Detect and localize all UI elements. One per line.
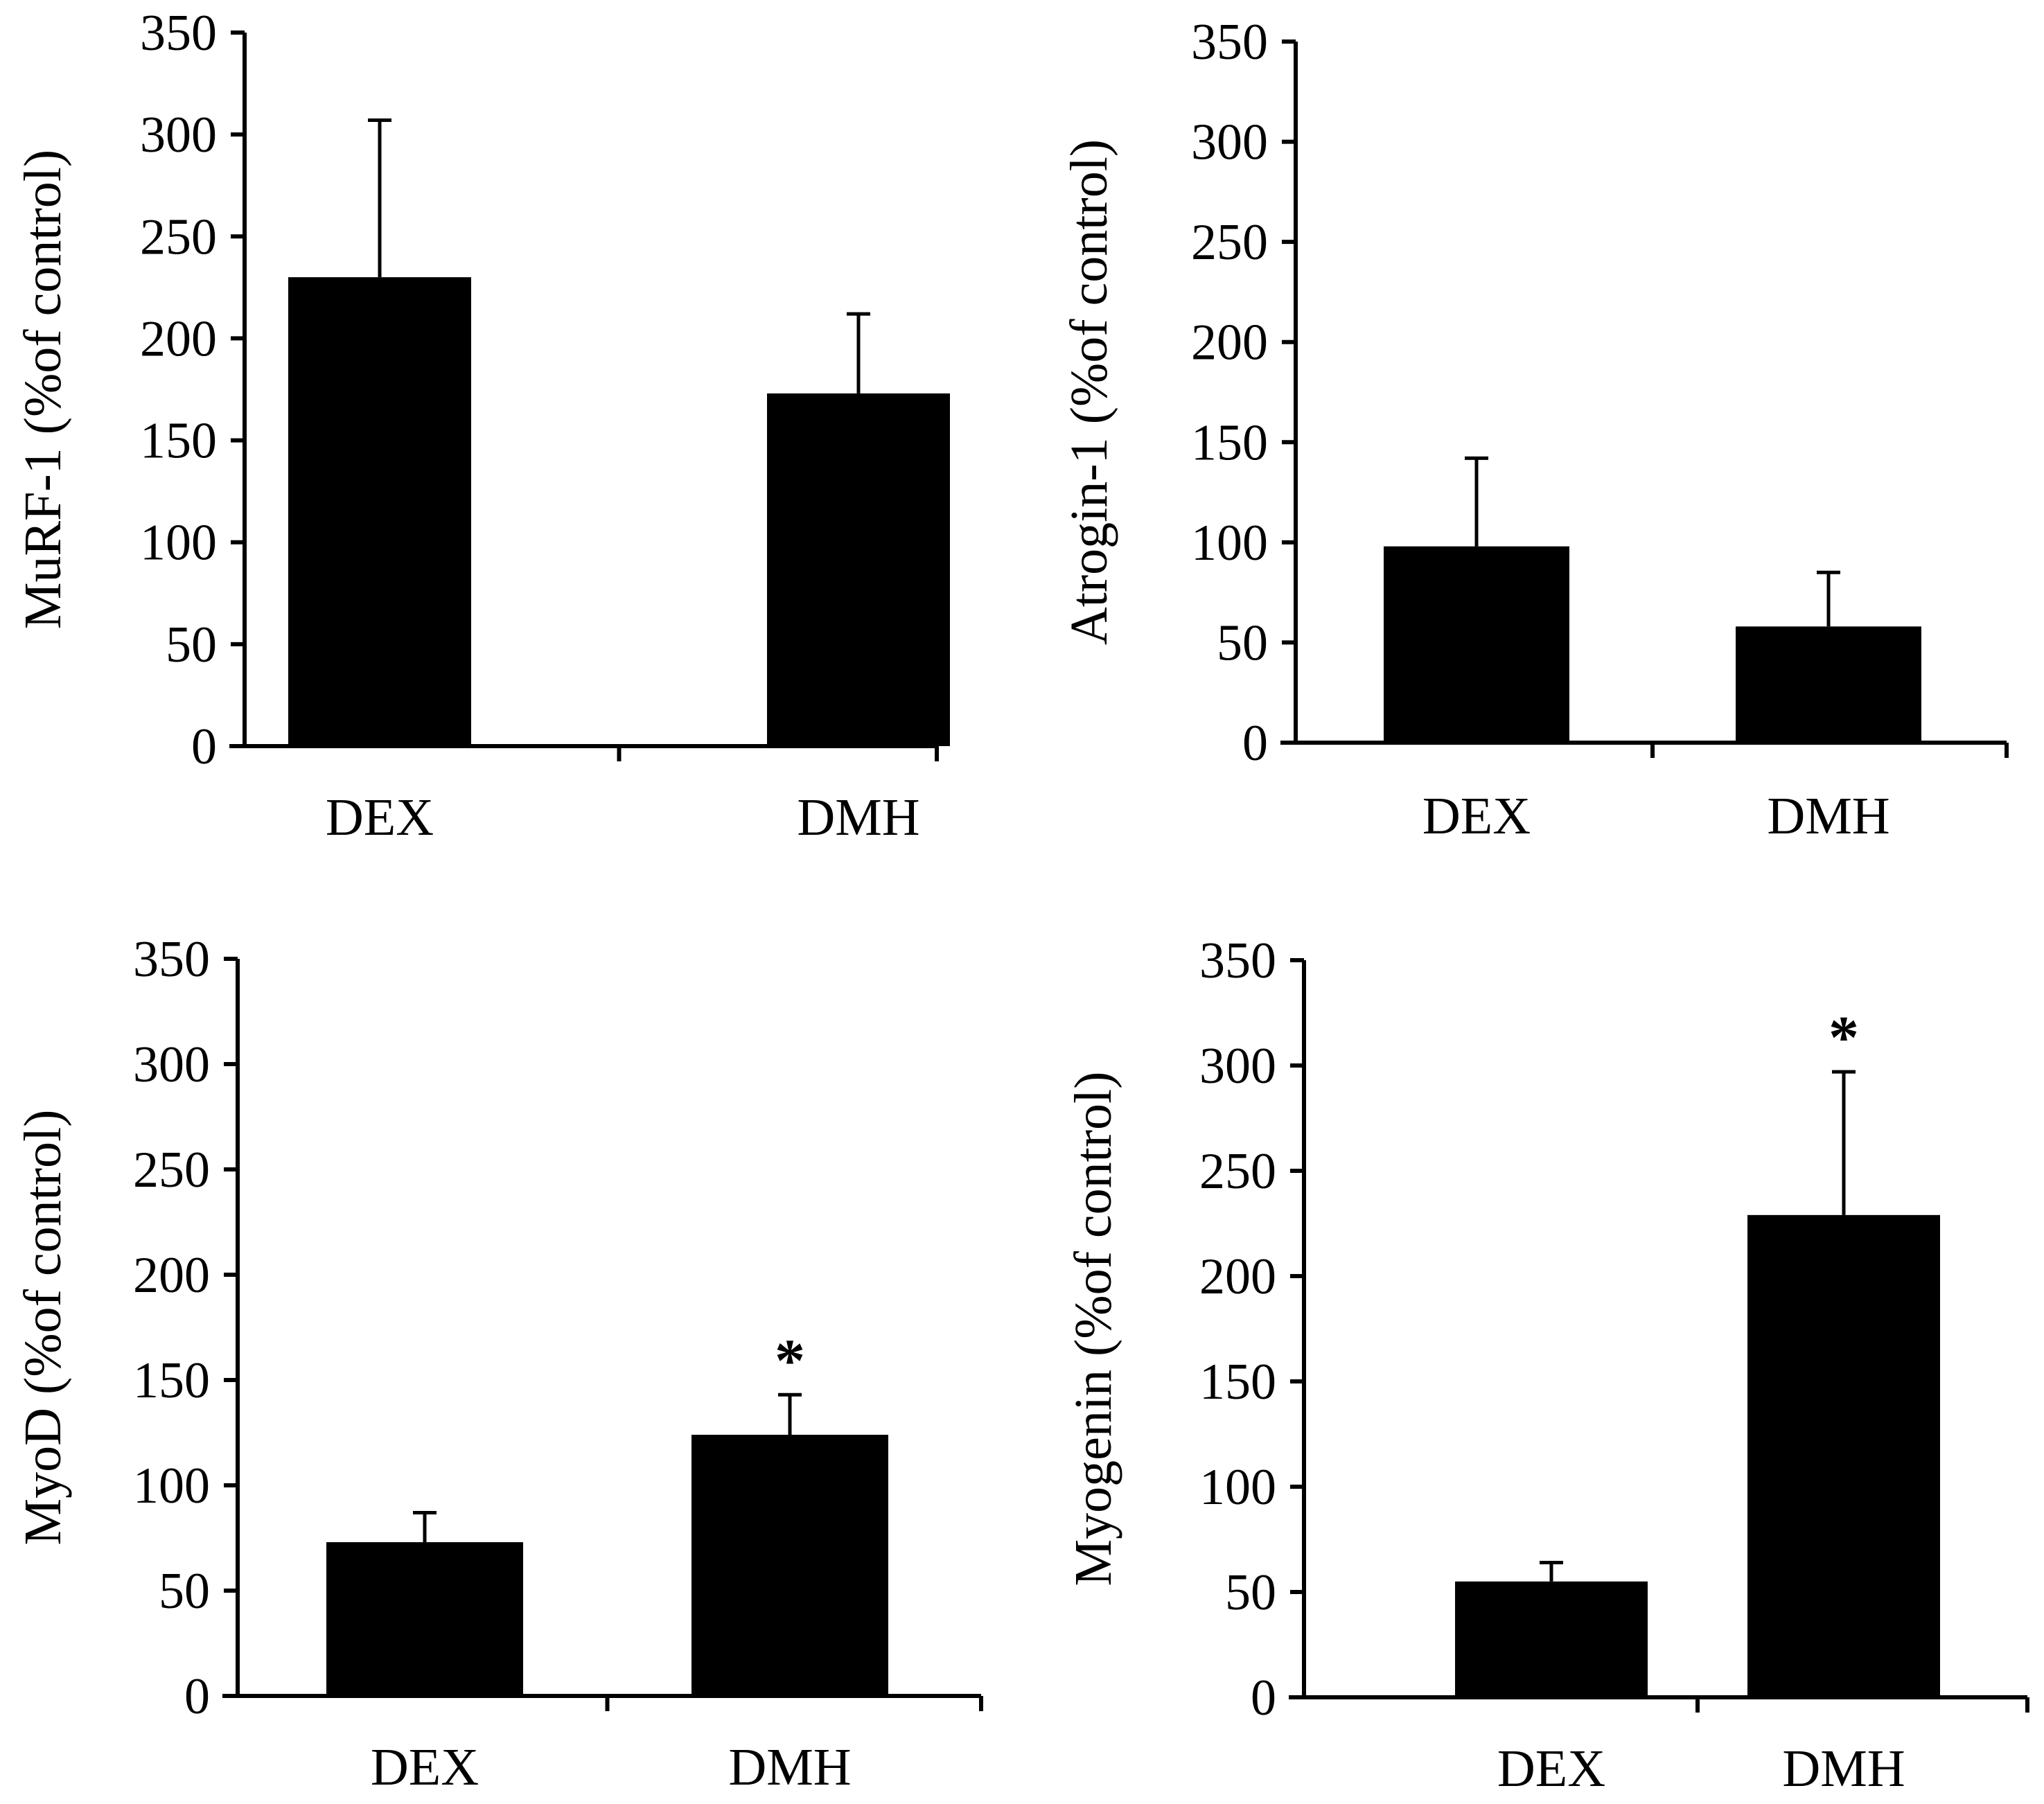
chart-panel-2: 0 50 100 150 200 250 300 350 Atrogin-1 (%of cont… (1060, 14, 2009, 845)
y-tick-label: 100 (133, 1458, 210, 1514)
chart-panel-4: 0 50 100 150 200 250 300 350 Myogenin (%of contr… (1064, 932, 2029, 1798)
y-tick-label: 350 (1199, 932, 1276, 989)
y-tick-label: 150 (1199, 1354, 1276, 1411)
category-label: DMH (1782, 1740, 1905, 1798)
y-tick-label: 0 (1242, 715, 1268, 772)
category-label: DEX (1497, 1740, 1605, 1798)
y-axis-title: Myogenin (%of control) (1064, 1072, 1122, 1586)
y-tick-label: 100 (1199, 1459, 1276, 1516)
category-label: DMH (728, 1738, 851, 1796)
y-tick-label: 50 (159, 1563, 210, 1620)
y-tick-label: 250 (133, 1142, 210, 1199)
y-tick-label: 0 (184, 1668, 210, 1725)
bar-dmh (1736, 626, 1921, 743)
y-tick-label: 200 (1191, 315, 1268, 371)
y-tick-label: 50 (1217, 614, 1268, 671)
category-label: DMH (1767, 787, 1889, 845)
bar-dmh (767, 393, 950, 746)
y-tick-label: 0 (191, 718, 217, 775)
bar-dmh (691, 1435, 888, 1696)
y-tick-label: 300 (1191, 114, 1268, 171)
y-tick-label: 100 (140, 515, 217, 572)
y-tick-label: 300 (140, 107, 217, 163)
bar-dmh (1747, 1214, 1940, 1697)
y-tick-label: 0 (1251, 1670, 1276, 1726)
bar-dex (326, 1542, 523, 1696)
bar-dex (288, 277, 471, 747)
y-tick-label: 350 (133, 931, 210, 988)
category-label: DEX (371, 1738, 479, 1796)
category-label: DMH (797, 788, 919, 847)
y-axis-title: MuRF-1 (%of control) (14, 150, 72, 629)
chart-panel-1: 0 50 100 150 200 250 300 350 MuRF-1 (%of control… (14, 5, 950, 847)
y-tick-label: 350 (1191, 14, 1268, 71)
y-axis-title: Atrogin-1 (%of control) (1060, 139, 1118, 645)
y-tick-label: 150 (140, 413, 217, 470)
y-axis-title: MyoD (%of control) (14, 1110, 72, 1546)
y-tick-label: 200 (140, 310, 217, 367)
significance-marker: * (1829, 1005, 1859, 1072)
category-label: DEX (1422, 787, 1531, 845)
bar-dex (1384, 546, 1569, 743)
y-tick-label: 350 (140, 5, 217, 62)
y-tick-label: 250 (140, 209, 217, 265)
y-tick-label: 150 (1191, 414, 1268, 471)
y-tick-label: 50 (166, 617, 217, 673)
significance-marker: * (775, 1327, 805, 1395)
y-tick-label: 300 (1199, 1038, 1276, 1095)
category-label: DEX (326, 788, 434, 847)
y-tick-label: 250 (1191, 214, 1268, 271)
y-tick-label: 100 (1191, 515, 1268, 572)
y-tick-label: 150 (133, 1352, 210, 1409)
y-tick-label: 200 (133, 1247, 210, 1304)
y-tick-label: 50 (1225, 1564, 1276, 1621)
y-tick-label: 300 (133, 1036, 210, 1093)
chart-panel-3: 0 50 100 150 200 250 300 350 MyoD (%of control) D… (14, 931, 983, 1796)
y-tick-label: 200 (1199, 1248, 1276, 1305)
bar-dex (1455, 1581, 1648, 1697)
y-tick-label: 250 (1199, 1143, 1276, 1200)
